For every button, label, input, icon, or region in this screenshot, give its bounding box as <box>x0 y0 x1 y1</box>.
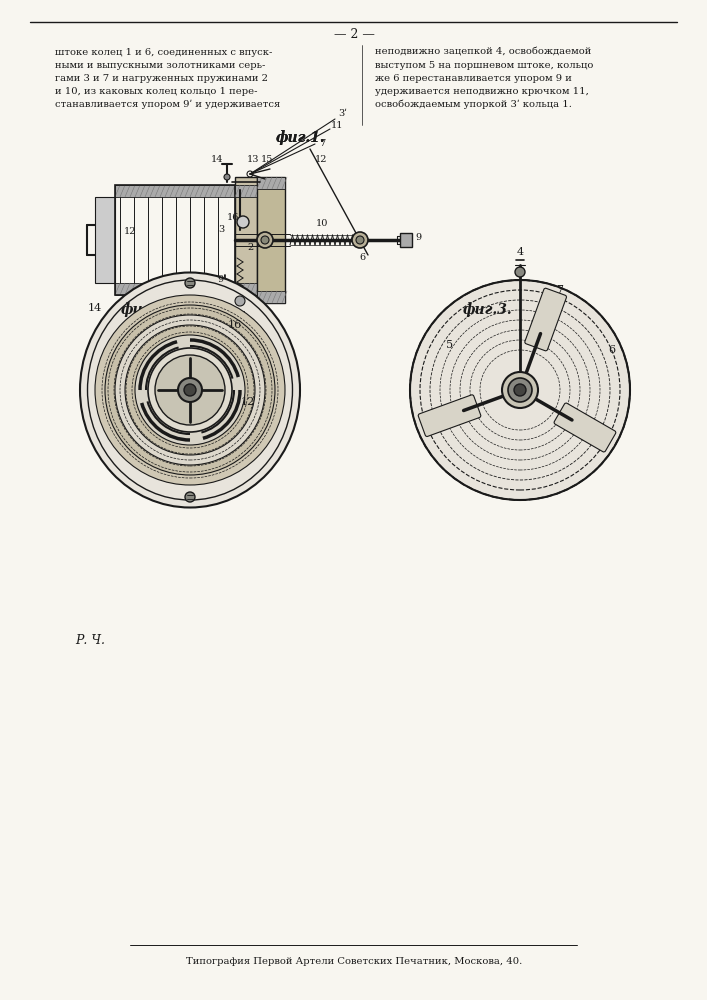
Text: неподвижно зацепкой 4, освобождаемой
выступом 5 на поршневом штоке, кольцо
же 6 : неподвижно зацепкой 4, освобождаемой выс… <box>375 48 593 109</box>
Bar <box>235 185 257 197</box>
Circle shape <box>178 378 202 402</box>
Bar <box>235 283 257 295</box>
Bar <box>400 233 412 247</box>
Bar <box>115 185 235 295</box>
Ellipse shape <box>80 272 300 508</box>
Text: 4: 4 <box>516 247 524 257</box>
Text: 10: 10 <box>316 220 328 229</box>
FancyBboxPatch shape <box>554 403 616 452</box>
Text: 3: 3 <box>218 226 224 234</box>
Text: 12: 12 <box>315 154 327 163</box>
Text: 7: 7 <box>556 285 563 295</box>
Circle shape <box>261 236 269 244</box>
Circle shape <box>235 296 245 306</box>
Circle shape <box>95 295 285 485</box>
Bar <box>257 177 285 189</box>
Text: — 2 —: — 2 — <box>334 27 375 40</box>
Text: Типография Первой Артели Советских Печатник, Москова, 40.: Типография Первой Артели Советских Печат… <box>186 958 522 966</box>
FancyBboxPatch shape <box>525 288 566 351</box>
Text: 6: 6 <box>609 345 616 355</box>
Text: 12: 12 <box>124 228 136 236</box>
Text: фиг.1.: фиг.1. <box>275 131 325 145</box>
Circle shape <box>155 355 225 425</box>
Text: 12: 12 <box>241 397 255 407</box>
Text: фиг.1.: фиг.1. <box>275 131 325 145</box>
Text: 7: 7 <box>319 139 325 148</box>
Circle shape <box>115 315 265 465</box>
FancyBboxPatch shape <box>419 395 481 437</box>
Circle shape <box>125 325 255 455</box>
Circle shape <box>185 278 195 288</box>
Text: фиг.2.: фиг.2. <box>120 303 170 317</box>
Circle shape <box>185 492 195 502</box>
Text: 15: 15 <box>261 155 273 164</box>
Text: штоке колец 1 и 6, соединенных с впуск-
ными и выпускными золотниками серь-
гами: штоке колец 1 и 6, соединенных с впуск- … <box>55 48 280 109</box>
Circle shape <box>105 305 275 475</box>
Text: фиг.3.: фиг.3. <box>462 303 512 317</box>
Circle shape <box>135 335 245 445</box>
Text: 1: 1 <box>164 302 170 312</box>
Text: 3ʹ: 3ʹ <box>339 109 348 118</box>
Text: 14: 14 <box>88 303 102 313</box>
Circle shape <box>356 236 364 244</box>
Text: Р. Ч.: Р. Ч. <box>75 634 105 647</box>
Text: 16: 16 <box>227 214 239 223</box>
Circle shape <box>257 232 273 248</box>
Text: 14: 14 <box>211 155 223 164</box>
Circle shape <box>502 372 538 408</box>
Bar <box>257 291 285 303</box>
Text: 5: 5 <box>446 340 454 350</box>
Circle shape <box>508 378 532 402</box>
Text: 16: 16 <box>228 320 242 330</box>
Circle shape <box>224 174 230 180</box>
Bar <box>235 177 257 303</box>
Text: 9ʹ: 9ʹ <box>218 275 226 284</box>
Circle shape <box>352 232 368 248</box>
Circle shape <box>515 267 525 277</box>
Text: 11: 11 <box>331 120 344 129</box>
Circle shape <box>237 216 249 228</box>
Text: 6: 6 <box>359 253 365 262</box>
Circle shape <box>148 348 232 432</box>
Bar <box>257 177 285 303</box>
Text: 9: 9 <box>415 232 421 241</box>
Text: 17: 17 <box>234 310 246 320</box>
Circle shape <box>184 384 196 396</box>
Text: 13: 13 <box>247 155 259 164</box>
Circle shape <box>514 384 526 396</box>
Circle shape <box>410 280 630 500</box>
Bar <box>115 185 235 197</box>
Bar <box>115 283 235 295</box>
Bar <box>95 197 115 283</box>
Text: 2: 2 <box>248 243 254 252</box>
